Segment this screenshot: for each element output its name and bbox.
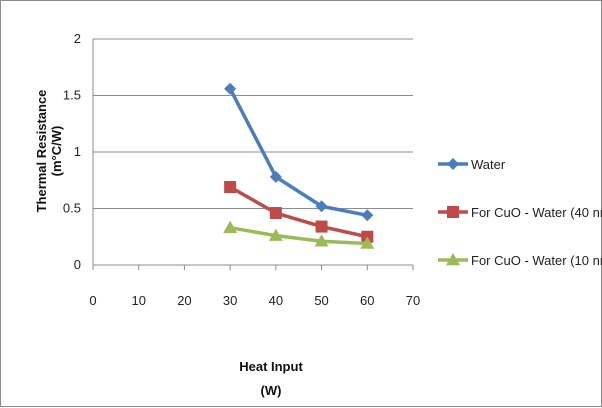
- data-point: [223, 220, 238, 233]
- series-3: [223, 220, 375, 249]
- legend: Water For CuO - Water (40 nm) For CuO - Wa…: [438, 157, 602, 268]
- data-point: [224, 82, 237, 95]
- x-tick-label: 40: [269, 293, 283, 308]
- x-tick-label: 20: [177, 293, 191, 308]
- data-point: [361, 209, 374, 222]
- x-tick-labels: 0 10 20 30 40 50 60 70: [89, 293, 420, 308]
- legend-label: Water: [471, 157, 506, 172]
- y-tick-label: 0.5: [63, 201, 81, 216]
- y-tick-labels: 0 0.5 1 1.5 2: [63, 31, 81, 272]
- x-tick-label: 70: [406, 293, 420, 308]
- legend-label: For CuO - Water (40 nm): [471, 205, 602, 220]
- x-tick-label: 60: [360, 293, 374, 308]
- data-point: [315, 200, 328, 213]
- x-axis-label-line1: Heat Input: [239, 359, 303, 374]
- x-tick-label: 10: [131, 293, 145, 308]
- x-axis-label-line2: (W): [261, 383, 282, 398]
- y-axis-label: Thermal Resistance (m°C/W): [34, 90, 64, 213]
- series-group: [223, 82, 375, 249]
- y-tick-label: 2: [74, 31, 81, 46]
- legend-marker: [446, 253, 460, 266]
- legend-item: Water: [438, 157, 506, 172]
- series-line: [228, 87, 368, 217]
- y-tick-label: 1: [74, 144, 81, 159]
- data-point: [314, 234, 329, 247]
- legend-label: For CuO - Water (10 nm): [471, 253, 602, 268]
- series-line: [229, 185, 368, 239]
- y-tick-label: 0: [74, 257, 81, 272]
- x-tick-label: 0: [89, 293, 96, 308]
- legend-marker: [447, 206, 459, 218]
- data-point: [268, 228, 283, 241]
- axes: [92, 39, 414, 270]
- legend-item: For CuO - Water (40 nm): [438, 205, 602, 220]
- legend-marker: [447, 158, 459, 170]
- grid-lines: [93, 38, 413, 209]
- data-point: [224, 181, 237, 194]
- data-point: [269, 170, 282, 183]
- x-tick-label: 50: [314, 293, 328, 308]
- y-tick-label: 1.5: [63, 88, 81, 103]
- series-2: [224, 181, 374, 243]
- y-axis-label-line2: (m°C/W): [49, 126, 64, 177]
- data-point: [269, 207, 282, 220]
- series-1: [224, 82, 374, 222]
- data-point: [360, 236, 375, 249]
- series-line: [229, 225, 368, 246]
- x-tick-label: 30: [223, 293, 237, 308]
- legend-item: For CuO - Water (10 nm): [438, 253, 602, 268]
- data-point: [315, 220, 328, 233]
- y-axis-label-line1: Thermal Resistance: [34, 90, 49, 213]
